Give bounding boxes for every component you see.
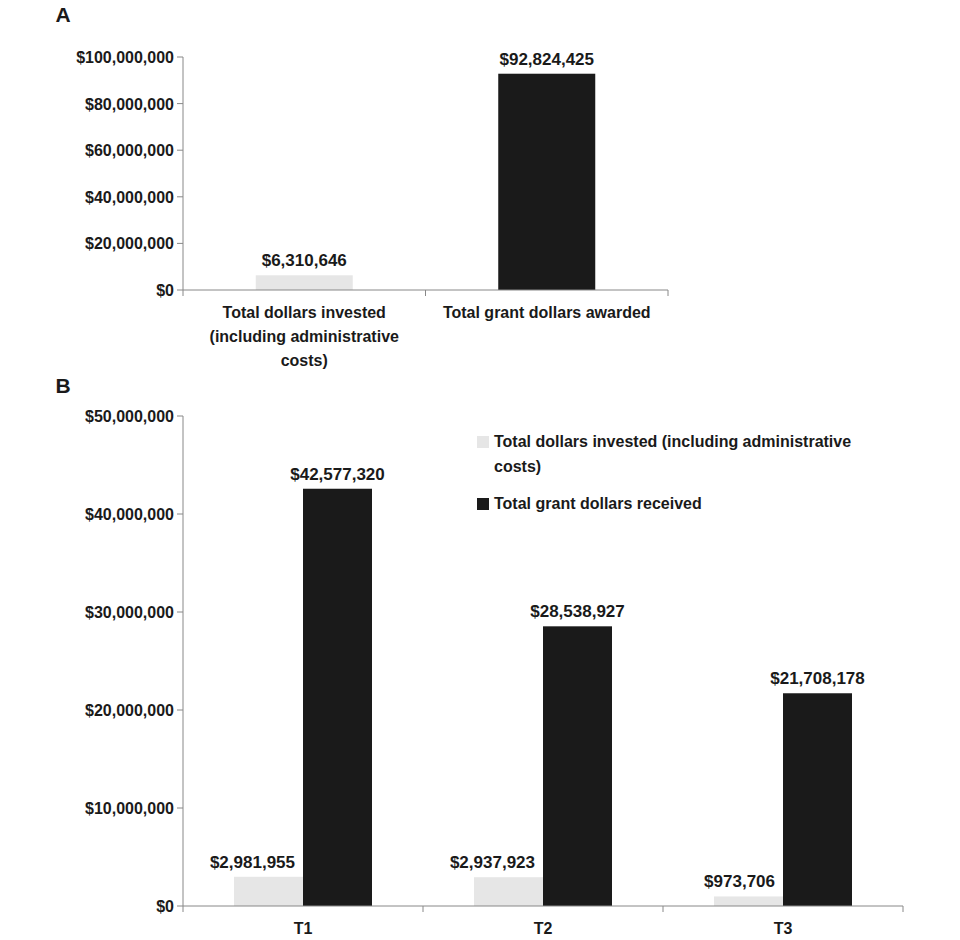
marks [234,489,852,906]
y-tick [177,612,183,613]
y-tick-label: $10,000,000 [85,800,174,817]
y-tick [177,150,183,151]
x-tick [663,906,664,912]
x-axis [183,906,903,907]
y-tick-label: $50,000,000 [85,408,174,425]
y-tick-label: $30,000,000 [85,604,174,621]
legend-swatch [477,498,489,510]
y-tick-label: $60,000,000 [85,142,174,159]
y-tick-label: $0 [156,282,174,299]
y-tick [177,416,183,417]
y-tick [177,290,183,291]
y-tick [177,514,183,515]
y-tick [177,57,183,58]
x-tick [183,906,184,912]
y-tick-label: $0 [156,898,174,915]
panel-label: B [55,374,70,397]
legend-swatch [477,436,489,448]
y-tick [177,103,183,104]
bar [474,877,543,906]
y-tick [177,808,183,809]
panel-label: A [55,3,70,26]
data-label: $973,706 [704,872,775,891]
y-tick [177,243,183,244]
bar [714,896,783,906]
bar [303,489,372,906]
y-tick [177,196,183,197]
data-label: $2,937,923 [450,853,535,872]
x-tick-label: T1 [294,920,313,937]
y-tick-label: $20,000,000 [85,235,174,252]
x-tick [423,906,424,912]
bar [234,877,303,906]
y-tick-label: $20,000,000 [85,702,174,719]
x-tick-label: T3 [774,920,793,937]
x-tick-label: T2 [534,920,553,937]
chart-canvas: A $0 $20,000,000 $40,000,000 $60,000,000 $80,… [0,0,960,940]
y-tick [177,906,183,907]
chart-1: B $0 $10,000,000 $20,000,000 $30,000,000 $40,… [55,374,903,937]
data-label: $92,824,425 [499,50,594,69]
y-axis [183,57,184,290]
y-tick [177,710,183,711]
x-tick-label: Total grant dollars awarded [443,304,651,321]
y-tick-label: $80,000,000 [85,96,174,113]
x-tick [425,290,426,296]
data-label: $28,538,927 [530,602,625,621]
data-label: $42,577,320 [290,465,385,484]
marks [256,74,596,290]
y-tick-label: $40,000,000 [85,506,174,523]
data-labels: $2,981,955 $2,937,923 $973,706 $42,577,320 $… [210,465,865,892]
data-label: $6,310,646 [262,251,347,270]
bar [498,74,595,290]
legend-label: Total grant dollars received [494,495,702,512]
bar [256,275,353,290]
chart-0: A $0 $20,000,000 $40,000,000 $60,000,000 $80,… [55,3,668,369]
bar [543,626,612,906]
data-label: $2,981,955 [210,853,295,872]
bar [783,693,852,906]
legend: Total dollars invested (including admini… [477,433,851,512]
x-tick [903,906,904,912]
x-tick [183,290,184,296]
x-tick [668,290,669,296]
data-labels: $6,310,646 $92,824,425 [262,50,594,271]
y-tick-label: $40,000,000 [85,189,174,206]
data-label: $21,708,178 [770,669,865,688]
y-tick-label: $100,000,000 [76,49,174,66]
legend-label: Total dollars invested (including admini… [494,433,851,475]
y-axis [183,416,184,906]
x-tick-label: Total dollars invested(including adminis… [210,304,399,369]
